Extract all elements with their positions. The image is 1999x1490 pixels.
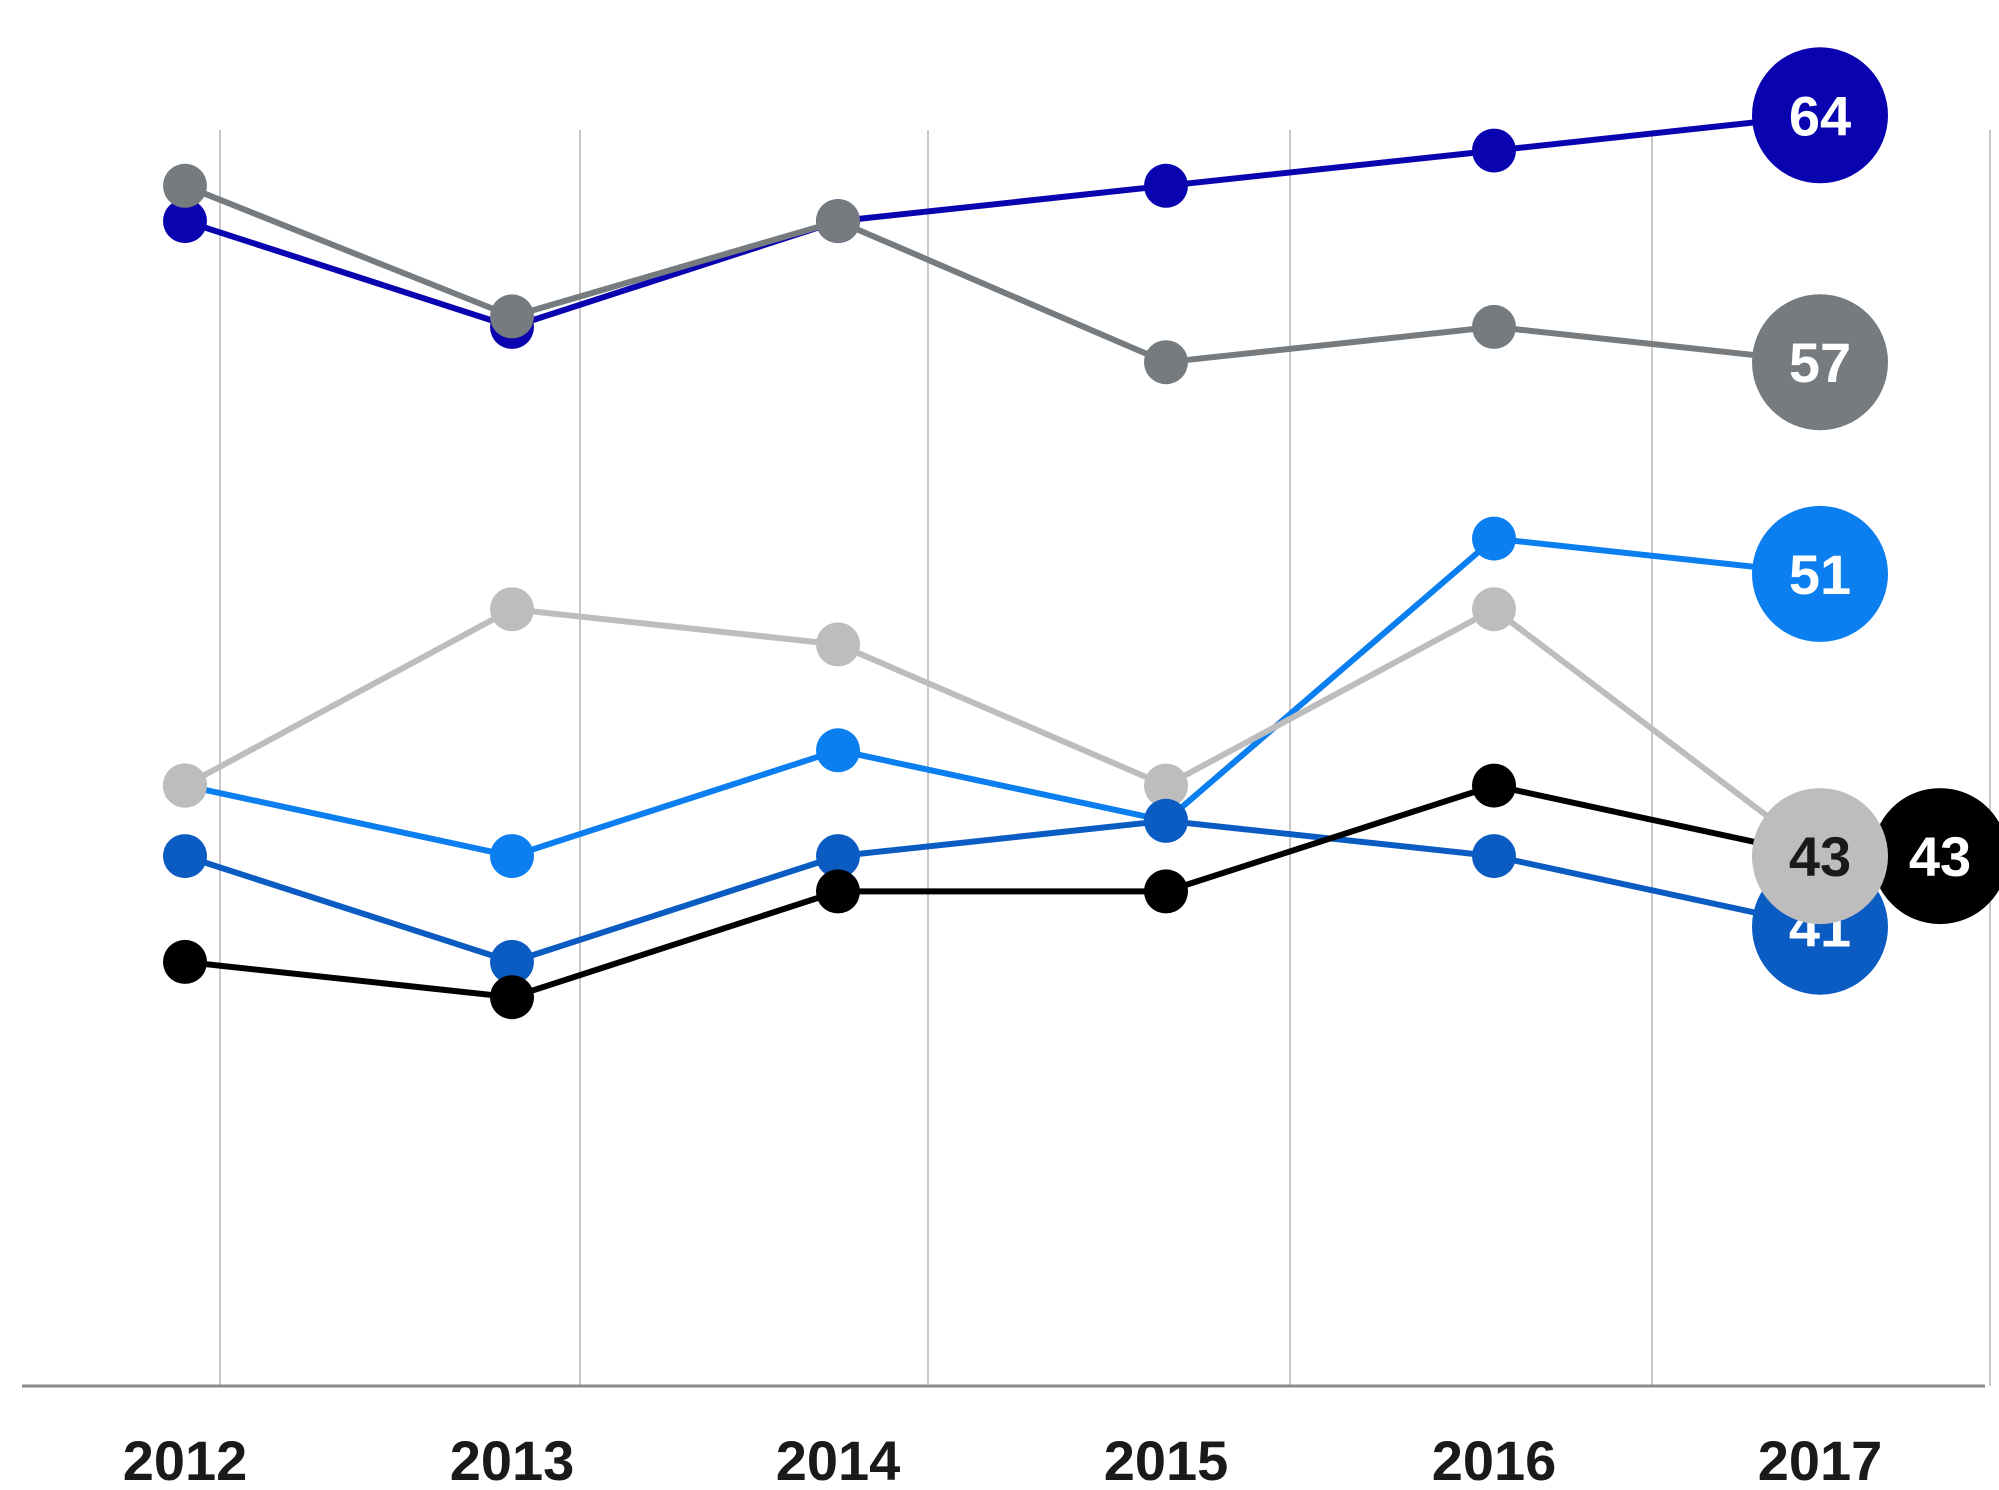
series-line xyxy=(184,112,1821,330)
end-label-1: 57 xyxy=(1752,294,1888,431)
end-value-bubble xyxy=(1872,788,1999,925)
data-point xyxy=(163,199,207,244)
x-tick-label: 2016 xyxy=(1432,1429,1557,1490)
data-point xyxy=(816,199,860,244)
data-point xyxy=(1472,128,1516,173)
series-line xyxy=(183,606,1822,859)
series-line xyxy=(183,183,1821,366)
data-point xyxy=(816,869,860,914)
data-point xyxy=(163,834,207,879)
data-point xyxy=(816,834,860,879)
series-4 xyxy=(163,798,1821,984)
data-point xyxy=(1472,304,1516,349)
x-tick-label: 2017 xyxy=(1758,1429,1883,1490)
data-point xyxy=(163,939,207,984)
data-point xyxy=(1472,516,1516,561)
data-point xyxy=(490,975,534,1020)
data-point xyxy=(163,763,207,808)
data-point xyxy=(1472,763,1516,808)
data-point xyxy=(1144,163,1188,208)
data-point xyxy=(1144,763,1188,808)
series-1 xyxy=(163,163,1821,385)
data-point xyxy=(490,294,534,339)
data-point xyxy=(1472,587,1516,632)
series-group xyxy=(163,112,1822,1020)
data-point xyxy=(490,587,534,632)
x-tick-label: 2014 xyxy=(776,1429,901,1490)
data-point xyxy=(490,939,534,984)
end-value-label: 43 xyxy=(1789,825,1851,888)
data-point xyxy=(490,834,534,879)
series-line xyxy=(184,817,1821,965)
end-value-bubble xyxy=(1752,47,1888,184)
x-tick-label: 2012 xyxy=(123,1429,248,1490)
data-point xyxy=(1144,869,1188,914)
data-point xyxy=(1144,798,1188,843)
end-label-2: 51 xyxy=(1752,505,1888,642)
x-tick-label: 2015 xyxy=(1104,1429,1229,1490)
series-0 xyxy=(163,112,1821,349)
series-line xyxy=(184,782,1821,1001)
end-label-0: 64 xyxy=(1752,47,1888,184)
series-5 xyxy=(163,763,1821,1020)
grid-lines xyxy=(219,130,1991,1386)
end-value-label: 43 xyxy=(1909,825,1971,888)
end-label-5: 43 xyxy=(1872,788,1999,925)
data-point xyxy=(816,622,860,667)
data-point xyxy=(1472,834,1516,879)
end-value-bubble xyxy=(1752,788,1888,925)
data-point xyxy=(163,163,207,208)
series-2 xyxy=(163,516,1821,879)
data-point xyxy=(816,728,860,773)
end-value-label: 57 xyxy=(1789,331,1851,394)
end-value-bubble xyxy=(1752,505,1888,642)
x-tick-label: 2013 xyxy=(450,1429,575,1490)
data-point xyxy=(1144,340,1188,385)
x-tick-labels: 2012 2013 2014 2015 2016 2017 xyxy=(123,1429,1883,1490)
series-line xyxy=(184,535,1821,860)
end-value-label: 51 xyxy=(1789,543,1851,606)
end-value-label: 64 xyxy=(1789,84,1851,147)
end-label-3: 43 xyxy=(1752,788,1888,925)
end-value-bubble xyxy=(1752,294,1888,431)
series-3 xyxy=(163,587,1822,859)
